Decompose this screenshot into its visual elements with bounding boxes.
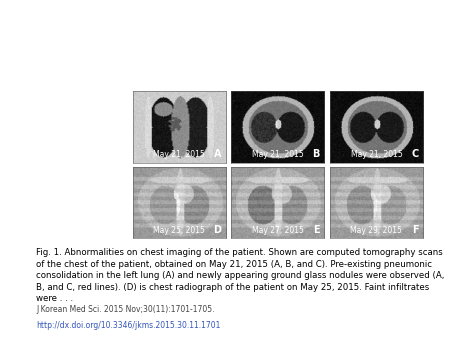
Text: May 27, 2015: May 27, 2015	[252, 226, 304, 235]
Text: J Korean Med Sci. 2015 Nov;30(11):1701-1705.: J Korean Med Sci. 2015 Nov;30(11):1701-1…	[36, 305, 215, 314]
Text: E: E	[313, 225, 320, 235]
Text: A: A	[214, 149, 221, 159]
Text: F: F	[412, 225, 418, 235]
Text: May 21, 2015: May 21, 2015	[153, 150, 205, 159]
Text: May 21, 2015: May 21, 2015	[351, 150, 402, 159]
Text: D: D	[213, 225, 221, 235]
Text: Fig. 1.: Fig. 1.	[0, 337, 1, 338]
Text: May 25, 2015: May 25, 2015	[153, 226, 205, 235]
Text: Fig. 1. Abnormalities on chest imaging of the patient. Shown are computed tomogr: Fig. 1. Abnormalities on chest imaging o…	[0, 337, 1, 338]
Text: B: B	[312, 149, 320, 159]
Text: May 29, 2015: May 29, 2015	[351, 226, 402, 235]
Text: C: C	[411, 149, 418, 159]
Text: Fig. 1. Abnormalities on chest imaging of the patient. Shown are computed tomogr: Fig. 1. Abnormalities on chest imaging o…	[36, 248, 445, 303]
Text: http://dx.doi.org/10.3346/jkms.2015.30.11.1701: http://dx.doi.org/10.3346/jkms.2015.30.1…	[36, 320, 220, 330]
Text: May 21, 2015: May 21, 2015	[252, 150, 304, 159]
